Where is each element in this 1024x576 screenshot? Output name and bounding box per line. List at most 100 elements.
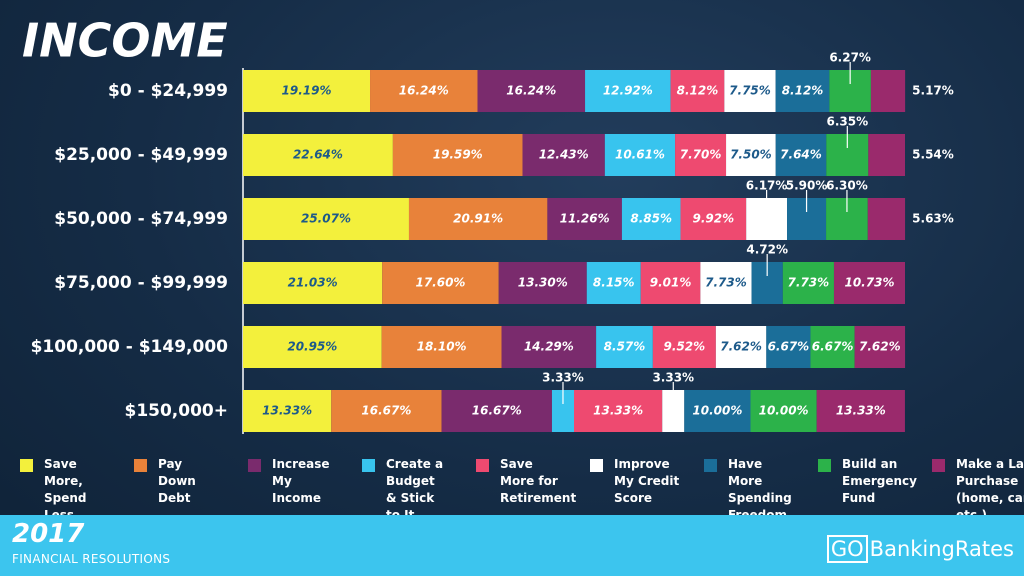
bar-segment [775, 134, 827, 176]
bar-segment [662, 390, 685, 432]
value-label: 8.15% [593, 276, 635, 290]
bar-segment [243, 262, 383, 304]
bar-segment [675, 134, 727, 176]
value-label: 16.24% [399, 84, 449, 98]
legend-item: Save More for Retirement [476, 456, 577, 507]
value-label: 6.67% [812, 340, 854, 354]
value-label: 3.33% [542, 371, 584, 385]
legend-label: Pay Down Debt [158, 457, 196, 505]
value-label: 17.60% [415, 276, 465, 290]
legend-label: Make a Large Purchase (home, car, etc.) [956, 457, 1024, 522]
value-label: 10.00% [692, 404, 742, 418]
value-label: 5.63% [912, 212, 954, 226]
legend-label: Save More, Spend Less [44, 457, 87, 522]
bar-segment [370, 70, 478, 112]
bar-segment [574, 390, 663, 432]
legend-swatch [590, 459, 603, 472]
logo-go: GO [826, 535, 868, 563]
chart-title: INCOME [22, 14, 228, 68]
chart: INCOME $0 - $24,999 19.19% 16.24% 16.24% 12.… [22, 14, 954, 432]
value-label: 12.92% [603, 84, 653, 98]
legend-label: Increase My Income [272, 457, 330, 505]
legend-item: Build an Emergency Fund [818, 456, 917, 507]
bar-segment [621, 198, 681, 240]
legend-label: Have More Spending Freedom [728, 457, 792, 522]
value-label: 9.92% [693, 212, 735, 226]
legend-label: Create a Budget & Stick to It [386, 457, 444, 522]
legend-swatch [20, 459, 33, 472]
logo: GO BankingRates [826, 535, 1014, 563]
value-label: 6.35% [826, 115, 868, 129]
bar-segment [596, 326, 653, 368]
bar-segment [243, 326, 382, 368]
bar-segment [382, 262, 499, 304]
value-label: 16.67% [472, 404, 522, 418]
bar-segment [498, 262, 587, 304]
value-label: 16.24% [506, 84, 556, 98]
value-label: 25.07% [301, 212, 351, 226]
bar-segment [750, 390, 817, 432]
row-label: $75,000 - $99,999 [54, 273, 228, 293]
value-label: 9.52% [664, 340, 706, 354]
legend-label: Save More for Retirement [500, 457, 577, 505]
value-label: 8.57% [604, 340, 646, 354]
legend-item: Create a Budget & Stick to It [362, 456, 444, 524]
bar-segment [586, 262, 641, 304]
bar-segment [408, 198, 548, 240]
legend-item: Increase My Income [248, 456, 340, 507]
value-label: 16.67% [361, 404, 411, 418]
value-label: 8.85% [630, 212, 672, 226]
value-label: 12.43% [539, 148, 589, 162]
bar-segment [392, 134, 523, 176]
value-label: 11.26% [560, 212, 610, 226]
row-label: $100,000 - $149,000 [31, 337, 229, 357]
legend-swatch [704, 459, 717, 472]
bar-segment [870, 70, 906, 112]
value-label: 7.73% [705, 276, 747, 290]
legend-item: Have More Spending Freedom [704, 456, 796, 524]
bar-segment [867, 198, 906, 240]
bar-segment [243, 134, 393, 176]
value-label: 6.27% [829, 51, 871, 65]
legend-label: Improve My Credit Score [614, 457, 680, 505]
value-label: 21.03% [288, 276, 338, 290]
bar-segment [547, 198, 622, 240]
value-label: 6.30% [826, 179, 868, 193]
value-label: 5.54% [912, 148, 954, 162]
bar-segment [724, 70, 776, 112]
value-label: 7.73% [788, 276, 830, 290]
value-label: 7.62% [720, 340, 762, 354]
value-label: 7.64% [780, 148, 822, 162]
bar-segment [652, 326, 716, 368]
row-label: $50,000 - $74,999 [54, 209, 228, 229]
legend-item: Improve My Credit Score [590, 456, 690, 507]
legend-swatch [932, 459, 945, 472]
row-label: $150,000+ [124, 401, 228, 421]
bar-segment [331, 390, 442, 432]
bar-segment [715, 326, 767, 368]
legend-swatch [362, 459, 375, 472]
legend-item: Make a Large Purchase (home, car, etc.) [932, 456, 1024, 524]
value-label: 13.30% [518, 276, 568, 290]
row-label: $0 - $24,999 [108, 81, 228, 101]
legend-swatch [476, 459, 489, 472]
bar-segment [243, 70, 371, 112]
value-label: 7.50% [730, 148, 772, 162]
bar-segment [782, 262, 834, 304]
bar-segment [670, 70, 725, 112]
bar-segment [522, 134, 605, 176]
bar-segment [868, 134, 905, 176]
bar-segment [501, 326, 597, 368]
bar-segment [551, 390, 574, 432]
value-label: 20.95% [287, 340, 337, 354]
bar-segment [810, 326, 855, 368]
value-label: 10.00% [759, 404, 809, 418]
bar-segment [477, 70, 586, 112]
bar-segment [604, 134, 676, 176]
value-label: 10.73% [844, 276, 894, 290]
legend-item: Save More, Spend Less [20, 456, 112, 524]
value-label: 19.19% [282, 84, 332, 98]
value-label: 8.12% [782, 84, 824, 98]
legend-swatch [248, 459, 261, 472]
